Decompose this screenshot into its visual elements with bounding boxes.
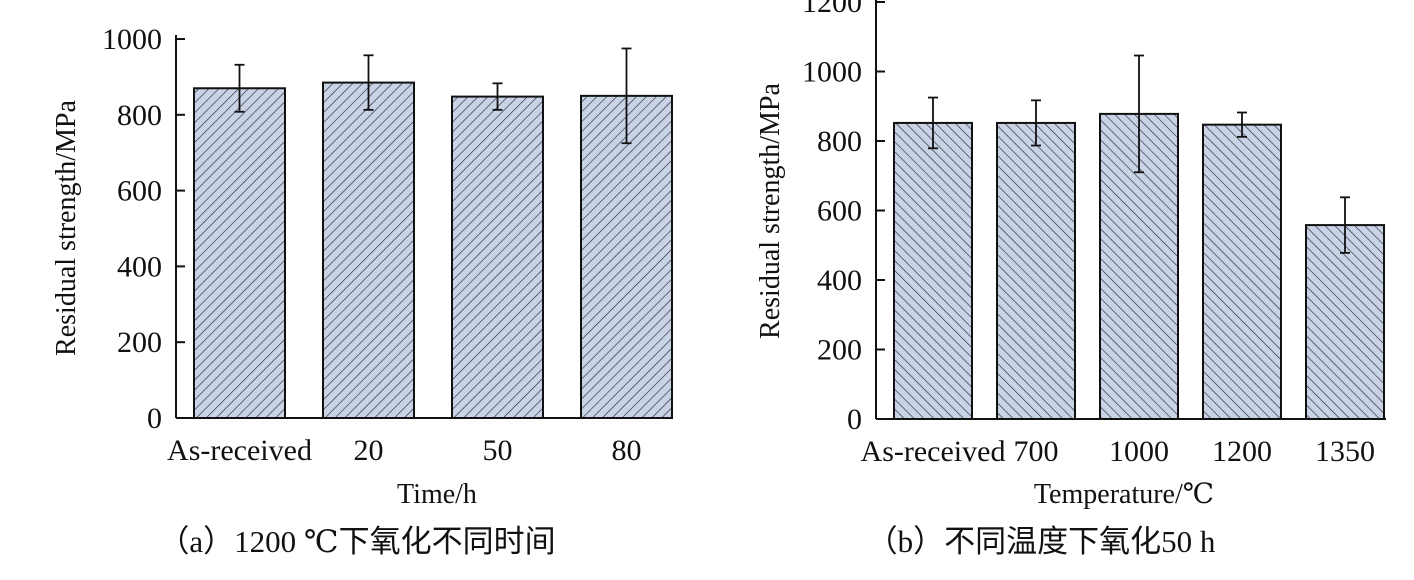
bar xyxy=(580,94,673,419)
y-tick-label: 800 xyxy=(117,99,162,132)
y-tick-label: 200 xyxy=(117,326,162,359)
bar xyxy=(893,121,973,421)
y-tick-label: 400 xyxy=(817,264,862,297)
bar xyxy=(322,81,415,420)
y-tick-label: 200 xyxy=(817,334,862,367)
y-axis-label: Residual strength/MPa xyxy=(51,99,82,355)
x-tick-label: 50 xyxy=(483,434,513,467)
x-tick-label: As-received xyxy=(861,435,1006,468)
y-tick-label: 1000 xyxy=(102,23,162,56)
x-tick-label: 1200 xyxy=(1212,435,1272,468)
chart-caption: （b）不同温度下氧化50 h xyxy=(867,524,1216,559)
y-tick-label: 0 xyxy=(147,402,162,435)
x-tick-label: 1000 xyxy=(1109,435,1169,468)
x-tick-label: As-received xyxy=(167,434,312,467)
y-tick-label: 800 xyxy=(817,125,862,158)
y-tick-label: 600 xyxy=(117,175,162,208)
chart-a-time: As-received 20 50 8002004006008001000Residu… xyxy=(51,23,673,559)
bar xyxy=(996,121,1076,421)
bar xyxy=(1305,224,1385,420)
y-tick-label: 1200 xyxy=(802,0,862,19)
y-tick-label: 400 xyxy=(117,250,162,283)
bar xyxy=(451,95,544,419)
x-tick-label: 20 xyxy=(354,434,384,467)
bar xyxy=(1202,123,1282,420)
chart-caption: （a）1200 ℃下氧化不同时间 xyxy=(158,524,555,559)
y-tick-label: 0 xyxy=(847,403,862,436)
y-axis-label: Residual strength/MPa xyxy=(755,82,786,338)
bar xyxy=(193,87,286,420)
x-axis-label: Temperature/℃ xyxy=(1034,479,1214,510)
x-tick-label: 1350 xyxy=(1315,435,1375,468)
x-tick-label: 700 xyxy=(1014,435,1059,468)
chart-b-temperature: As-received 700 1000 1200 1350 0 200 400 600 800 1… xyxy=(755,0,1386,559)
x-tick-label: 80 xyxy=(612,434,642,467)
x-axis-label: Time/h xyxy=(397,479,477,510)
y-tick-label: 1000 xyxy=(802,56,862,89)
y-tick-label: 600 xyxy=(817,195,862,228)
